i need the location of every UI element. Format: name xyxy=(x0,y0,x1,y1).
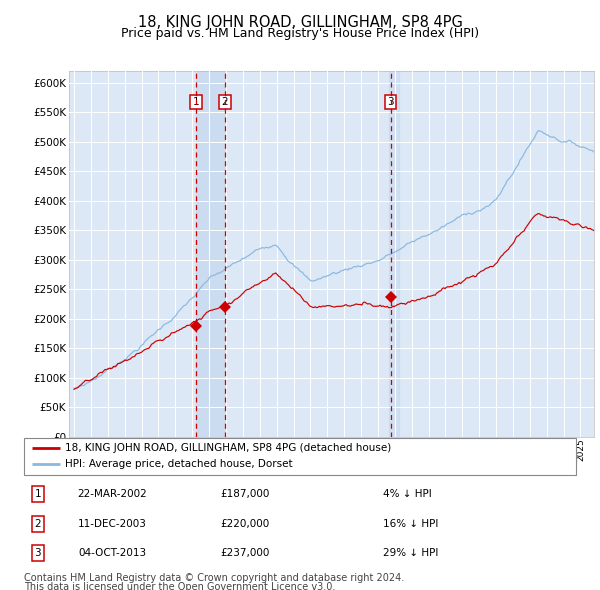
Text: This data is licensed under the Open Government Licence v3.0.: This data is licensed under the Open Gov… xyxy=(24,582,335,590)
Text: HPI: Average price, detached house, Dorset: HPI: Average price, detached house, Dors… xyxy=(65,459,293,469)
Text: 16% ↓ HPI: 16% ↓ HPI xyxy=(383,519,438,529)
Text: 18, KING JOHN ROAD, GILLINGHAM, SP8 4PG (detached house): 18, KING JOHN ROAD, GILLINGHAM, SP8 4PG … xyxy=(65,442,392,453)
Text: 2: 2 xyxy=(34,519,41,529)
Text: 04-OCT-2013: 04-OCT-2013 xyxy=(78,548,146,558)
Text: £220,000: £220,000 xyxy=(220,519,269,529)
Text: 18, KING JOHN ROAD, GILLINGHAM, SP8 4PG: 18, KING JOHN ROAD, GILLINGHAM, SP8 4PG xyxy=(137,15,463,30)
Text: 3: 3 xyxy=(387,97,394,107)
Text: 3: 3 xyxy=(34,548,41,558)
Text: 11-DEC-2003: 11-DEC-2003 xyxy=(78,519,147,529)
Bar xyxy=(196,71,225,437)
Bar xyxy=(389,71,399,437)
Text: £187,000: £187,000 xyxy=(220,489,269,499)
Text: 2: 2 xyxy=(221,97,228,107)
Text: 1: 1 xyxy=(193,97,199,107)
Text: 22-MAR-2002: 22-MAR-2002 xyxy=(77,489,147,499)
Text: Contains HM Land Registry data © Crown copyright and database right 2024.: Contains HM Land Registry data © Crown c… xyxy=(24,573,404,584)
Text: 29% ↓ HPI: 29% ↓ HPI xyxy=(383,548,438,558)
Text: 1: 1 xyxy=(34,489,41,499)
Text: 4% ↓ HPI: 4% ↓ HPI xyxy=(383,489,431,499)
Text: £237,000: £237,000 xyxy=(220,548,269,558)
Text: Price paid vs. HM Land Registry's House Price Index (HPI): Price paid vs. HM Land Registry's House … xyxy=(121,27,479,40)
